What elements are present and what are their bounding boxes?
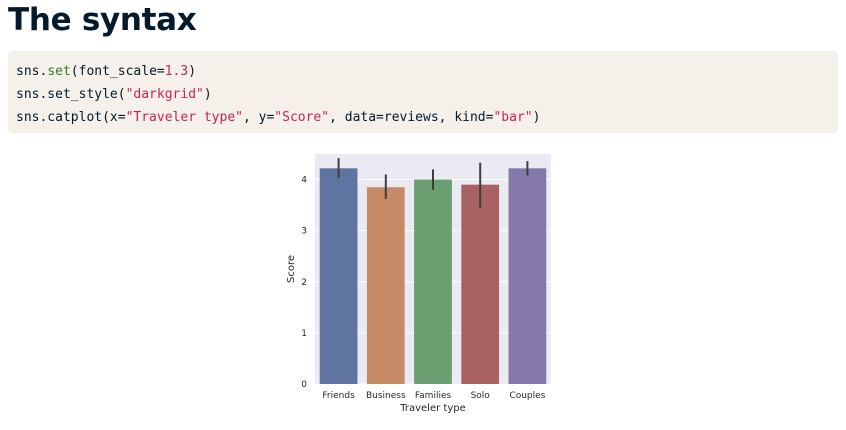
code-token: ) xyxy=(188,64,197,79)
bar-couples xyxy=(508,168,547,384)
code-token: , y= xyxy=(242,110,275,125)
bar-friends xyxy=(319,168,358,384)
code-function: set xyxy=(47,64,71,79)
code-string: "darkgrid" xyxy=(125,87,204,102)
y-tick-label: 1 xyxy=(301,329,307,339)
code-line-1: sns.set(font_scale=1.3) xyxy=(16,60,838,83)
code-token: ) xyxy=(532,110,541,125)
x-axis-label: Traveler type xyxy=(399,403,466,414)
code-string: "Traveler type" xyxy=(125,110,243,125)
code-block: sns.set(font_scale=1.3) sns.set_style("d… xyxy=(8,51,838,133)
bar-solo xyxy=(461,184,500,384)
code-string: "bar" xyxy=(493,110,533,125)
bar-chart-svg: 0 1 2 3 4 Friends Business Families Solo Couples T… xyxy=(286,154,551,414)
y-tick-label: 2 xyxy=(301,278,307,288)
x-tick-label: Solo xyxy=(471,391,491,401)
code-number: 1.3 xyxy=(164,64,189,79)
code-token: sns. xyxy=(16,64,48,79)
bar-chart: 0 1 2 3 4 Friends Business Families Solo Couples T… xyxy=(280,150,560,425)
y-tick-label: 0 xyxy=(301,380,307,390)
y-tick-label: 4 xyxy=(301,176,307,186)
code-token: , data=reviews, kind= xyxy=(329,110,494,125)
bar-business xyxy=(366,187,405,384)
x-tick-label: Friends xyxy=(322,391,355,401)
code-token: sns.set_style( xyxy=(16,87,126,102)
code-string: "Score" xyxy=(274,110,330,125)
code-token: sns.catplot(x= xyxy=(16,110,126,125)
bar-families xyxy=(414,179,452,384)
code-line-3: sns.catplot(x="Traveler type", y="Score"… xyxy=(16,106,838,129)
code-token: (font_scale= xyxy=(70,64,165,79)
page-title: The syntax xyxy=(8,2,197,38)
code-line-2: sns.set_style("darkgrid") xyxy=(16,83,838,106)
y-tick-label: 3 xyxy=(301,227,307,237)
x-tick-label: Business xyxy=(366,391,406,401)
y-axis-label: Score xyxy=(286,255,297,283)
code-token: ) xyxy=(203,87,212,102)
x-tick-label: Couples xyxy=(509,391,545,401)
x-tick-label: Families xyxy=(415,391,452,401)
